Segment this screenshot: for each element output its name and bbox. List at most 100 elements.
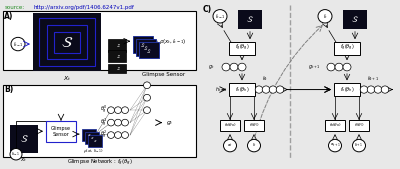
Text: $g_t$: $g_t$ <box>208 63 215 71</box>
Circle shape <box>10 149 22 160</box>
Circle shape <box>352 139 366 152</box>
Circle shape <box>335 63 343 71</box>
Circle shape <box>367 86 375 93</box>
Bar <box>3 11 196 70</box>
Circle shape <box>327 63 335 71</box>
Bar <box>82 129 96 141</box>
Text: $l_{t-1}$: $l_{t-1}$ <box>215 12 225 21</box>
Text: $\mathcal{S}$: $\mathcal{S}$ <box>351 14 359 24</box>
Text: $l_t$: $l_t$ <box>323 12 327 21</box>
Text: $\mathcal{S}$: $\mathcal{S}$ <box>20 133 28 144</box>
Text: $l_{t+1}$: $l_{t+1}$ <box>354 142 364 149</box>
Text: source:: source: <box>5 5 25 10</box>
Text: $\theta_g^0$: $\theta_g^0$ <box>100 104 107 116</box>
Bar <box>33 13 101 71</box>
Text: $\mathcal{S}$: $\mathcal{S}$ <box>61 35 73 50</box>
Circle shape <box>224 139 236 152</box>
Text: A): A) <box>4 13 13 21</box>
Circle shape <box>213 10 227 23</box>
Text: $a_t$: $a_t$ <box>227 142 233 149</box>
Text: $a_{t+1}$: $a_{t+1}$ <box>330 142 340 149</box>
Text: $g_{t+1}$: $g_{t+1}$ <box>308 63 320 71</box>
Circle shape <box>11 37 25 51</box>
Bar <box>10 125 38 153</box>
Bar <box>108 64 126 73</box>
Circle shape <box>108 107 114 114</box>
Text: C): C) <box>203 5 212 14</box>
Text: http://arxiv.org/pdf/1406.6247v1.pdf: http://arxiv.org/pdf/1406.6247v1.pdf <box>34 5 135 10</box>
Circle shape <box>262 86 270 93</box>
Circle shape <box>381 86 389 93</box>
Text: $\mathcal{S}$: $\mathcal{S}$ <box>140 41 146 49</box>
Bar <box>244 120 264 131</box>
Text: $h_t$: $h_t$ <box>326 85 332 94</box>
Text: $\mathcal{S}$: $\mathcal{S}$ <box>116 42 120 49</box>
Bar <box>229 42 255 55</box>
Text: $f_a(\theta_a)$: $f_a(\theta_a)$ <box>329 122 341 129</box>
Text: $\mathcal{S}$: $\mathcal{S}$ <box>116 65 120 72</box>
Circle shape <box>269 86 277 93</box>
Text: $\rho(x_t, l_{t-1})$: $\rho(x_t, l_{t-1})$ <box>159 37 186 46</box>
Bar <box>39 18 95 66</box>
Circle shape <box>144 94 150 101</box>
Circle shape <box>144 82 150 89</box>
Text: $\theta_g^2$: $\theta_g^2$ <box>100 129 107 141</box>
Circle shape <box>328 139 342 152</box>
Bar <box>46 121 76 142</box>
Text: $g_t$: $g_t$ <box>166 119 174 127</box>
Text: $f_a(\theta_a)$: $f_a(\theta_a)$ <box>224 122 236 129</box>
Text: $f_l(\theta_l)$: $f_l(\theta_l)$ <box>354 122 364 129</box>
Text: $x_t$: $x_t$ <box>20 156 28 164</box>
Text: Glimpse
Sensor: Glimpse Sensor <box>51 126 71 137</box>
Circle shape <box>114 132 122 138</box>
Circle shape <box>108 132 114 138</box>
Bar <box>334 42 360 55</box>
Circle shape <box>114 119 122 126</box>
Bar <box>343 10 367 29</box>
Text: $l_t$: $l_t$ <box>252 142 256 149</box>
Bar <box>54 32 80 53</box>
Text: $\mathcal{S}$: $\mathcal{S}$ <box>116 53 120 59</box>
Text: $\mathcal{S}$: $\mathcal{S}$ <box>146 47 152 55</box>
Text: $\theta_g^1$: $\theta_g^1$ <box>100 117 107 129</box>
Bar <box>108 39 126 52</box>
Circle shape <box>248 139 260 152</box>
Circle shape <box>122 132 128 138</box>
Text: $k_t$: $k_t$ <box>262 74 268 83</box>
Text: $f_g(\theta_g)$: $f_g(\theta_g)$ <box>340 43 354 53</box>
Circle shape <box>255 86 263 93</box>
Circle shape <box>230 63 238 71</box>
Bar <box>47 25 87 59</box>
Circle shape <box>122 107 128 114</box>
Text: Glimpse Network : $f_g(\theta_g)$: Glimpse Network : $f_g(\theta_g)$ <box>67 158 133 168</box>
Circle shape <box>144 107 150 114</box>
Text: $X_t$: $X_t$ <box>63 74 71 83</box>
Text: $f_h(\theta_h)$: $f_h(\theta_h)$ <box>235 85 249 94</box>
Text: $l_{t-1}$: $l_{t-1}$ <box>11 150 21 158</box>
Text: $l_{t-1}$: $l_{t-1}$ <box>13 40 23 49</box>
Circle shape <box>114 107 122 114</box>
Bar <box>349 120 369 131</box>
Text: $\mathcal{S}$: $\mathcal{S}$ <box>90 135 94 141</box>
Circle shape <box>222 63 230 71</box>
Circle shape <box>318 10 332 23</box>
Circle shape <box>374 86 382 93</box>
Bar <box>133 36 153 53</box>
Bar <box>238 10 262 29</box>
Bar <box>325 120 345 131</box>
Text: $\mathcal{S}$: $\mathcal{S}$ <box>87 132 91 138</box>
Text: $k_{t+1}$: $k_{t+1}$ <box>367 74 379 83</box>
Circle shape <box>108 119 114 126</box>
Bar <box>220 120 240 131</box>
Text: $f_g(\theta_g)$: $f_g(\theta_g)$ <box>235 43 249 53</box>
Bar <box>334 83 360 96</box>
Text: $h_{t-1}$: $h_{t-1}$ <box>214 85 227 94</box>
Bar <box>139 42 159 58</box>
Circle shape <box>122 119 128 126</box>
Circle shape <box>360 86 368 93</box>
Bar <box>229 83 255 96</box>
Bar <box>85 132 99 144</box>
Text: $\mathcal{S}$: $\mathcal{S}$ <box>246 14 254 24</box>
Circle shape <box>343 63 351 71</box>
Text: Glimpse Sensor: Glimpse Sensor <box>142 72 185 77</box>
